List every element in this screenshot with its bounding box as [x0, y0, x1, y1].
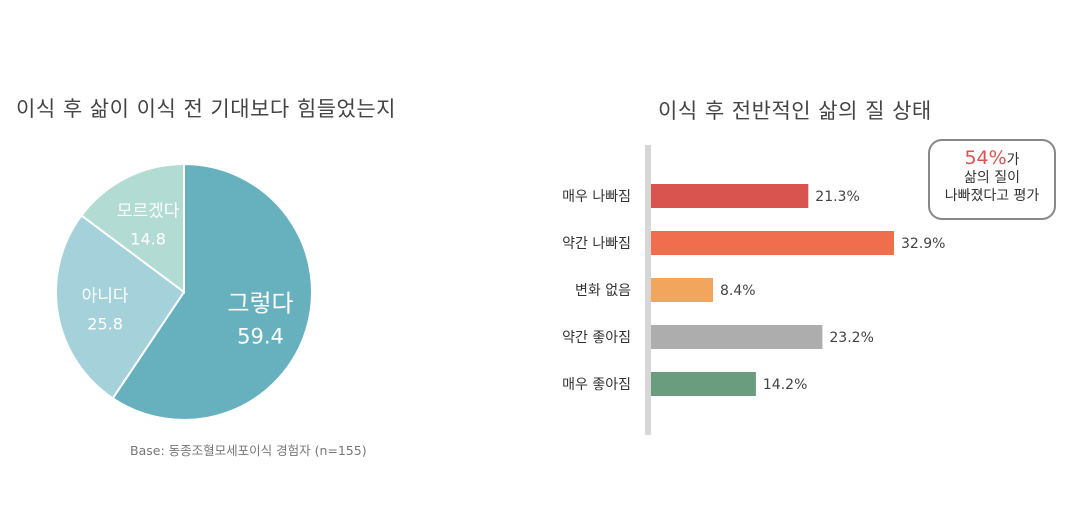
bar — [651, 184, 809, 208]
pie-slice-label: 그렇다 — [227, 289, 293, 317]
pie-slice — [55, 214, 186, 400]
bar — [651, 325, 823, 349]
bar — [651, 278, 713, 302]
callout-line-2: 삶의 질이 — [964, 170, 1020, 186]
bar-category-label: 매우 좋아짐 — [562, 377, 631, 393]
bar-axis — [645, 145, 651, 435]
pie-slice — [111, 162, 313, 421]
bar-category-label: 약간 나빠짐 — [562, 236, 631, 252]
bar-category-label: 변화 없음 — [575, 283, 631, 299]
bar — [651, 231, 894, 255]
base-note: Base: 동종조혈모세포이식 경험자 (n=155) — [130, 443, 367, 458]
pie-slice-value: 59.4 — [237, 324, 284, 348]
pie-slice-value: 14.8 — [130, 230, 166, 249]
bar — [651, 372, 756, 396]
bar-chart-title: 이식 후 전반적인 삶의 질 상태 — [658, 99, 932, 123]
pie-slice-label: 아니다 — [82, 287, 129, 307]
pie-slice — [80, 162, 185, 294]
pie-slice-value: 25.8 — [87, 315, 123, 334]
callout-line-3: 나빠졌다고 평가 — [944, 188, 1040, 204]
pie-slice-label: 모르겠다 — [117, 202, 180, 222]
bar-value-label: 21.3% — [815, 189, 859, 205]
bar-category-label: 약간 좋아짐 — [562, 330, 631, 346]
bar-value-label: 32.9% — [901, 236, 945, 252]
summary-callout: 54%가 삶의 질이 나빠졌다고 평가 — [928, 139, 1056, 220]
bar-value-label: 23.2% — [829, 330, 873, 346]
callout-highlight: 54% — [964, 147, 1007, 169]
bar-value-label: 8.4% — [720, 283, 756, 299]
bar-category-label: 매우 나빠짐 — [562, 189, 631, 205]
pie-chart-title: 이식 후 삶이 이식 전 기대보다 힘들었는지 — [16, 97, 396, 121]
callout-highlight-suffix: 가 — [1006, 152, 1020, 168]
bar-value-label: 14.2% — [763, 377, 807, 393]
